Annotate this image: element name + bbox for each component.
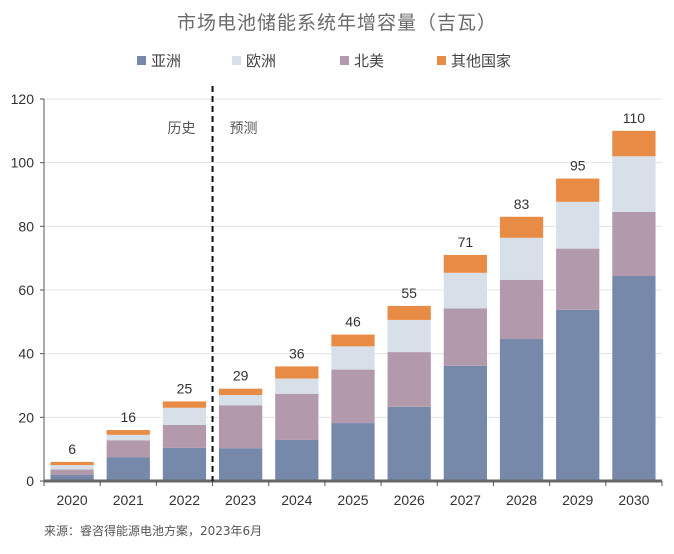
bar-segment-2027-其他国家 [443, 254, 487, 273]
bar-segment-2030-其他国家 [612, 130, 656, 157]
bar-segment-2025-亚洲 [331, 423, 375, 481]
bar-segment-2028-北美 [499, 279, 544, 340]
total-label: 25 [177, 380, 193, 396]
total-label: 46 [345, 314, 361, 330]
bar-segment-2021-北美 [106, 440, 150, 458]
total-label: 6 [68, 441, 76, 457]
bar-segment-2024-亚洲 [275, 439, 319, 481]
legend-label-north-america: 北美 [354, 52, 385, 70]
bar-segment-2025-欧洲 [331, 346, 375, 370]
bar-segment-2022-其他国家 [162, 401, 207, 408]
x-tick-label: 2021 [113, 492, 144, 508]
y-tick-label: 60 [18, 282, 34, 298]
x-tick-label: 2022 [169, 492, 200, 508]
bar-segment-2026-其他国家 [387, 305, 431, 320]
bar-segment-2023-亚洲 [219, 448, 263, 481]
bar-segment-2024-北美 [275, 393, 319, 440]
legend-item-europe: 欧洲 [232, 50, 276, 71]
bar-segment-2023-北美 [219, 405, 263, 449]
legend: 亚洲 欧洲 北美 其他国家 [0, 50, 674, 72]
total-label: 110 [623, 110, 646, 126]
source-note: 来源：睿咨得能源电池方案，2023年6月 [44, 524, 263, 538]
bar-segment-2021-亚洲 [106, 457, 150, 481]
bar-segment-2030-北美 [612, 212, 656, 276]
bar-segment-2021-其他国家 [106, 430, 150, 435]
chart-title: 市场电池储能系统年增容量（吉瓦） [176, 12, 497, 34]
y-tick-label: 120 [11, 91, 35, 107]
bar-segment-2021-欧洲 [106, 434, 150, 441]
y-tick-label: 100 [11, 155, 35, 171]
legend-item-asia: 亚洲 [137, 50, 181, 71]
bar-segment-2024-欧洲 [275, 378, 319, 394]
legend-swatch-asia [137, 56, 146, 65]
total-label: 55 [401, 285, 417, 301]
legend-swatch-europe [232, 56, 241, 65]
legend-swatch-north-america [340, 56, 349, 65]
x-tick-label: 2023 [225, 492, 256, 508]
bar-segment-2025-北美 [331, 369, 375, 424]
bar-segment-2027-亚洲 [443, 365, 487, 481]
bar-segment-2029-北美 [556, 248, 600, 310]
bar-segment-2028-其他国家 [499, 216, 544, 238]
bar-segment-2028-欧洲 [499, 237, 544, 280]
bar-segment-2022-亚洲 [162, 447, 207, 481]
bar-segment-2022-北美 [162, 424, 207, 448]
bar-segment-2026-欧洲 [387, 319, 431, 353]
bar-segment-2020-亚洲 [50, 474, 94, 481]
legend-label-europe: 欧洲 [246, 52, 277, 70]
bar-segment-2029-欧洲 [556, 201, 600, 249]
x-tick-label: 2028 [506, 492, 537, 508]
x-tick-label: 2020 [57, 492, 88, 508]
legend-item-other: 其他国家 [437, 50, 511, 71]
bar-segment-2023-欧洲 [219, 395, 263, 406]
total-label: 83 [514, 196, 530, 212]
bar-segment-2026-亚洲 [387, 406, 431, 481]
bar-segment-2024-其他国家 [275, 366, 319, 379]
bar-segment-2028-亚洲 [499, 339, 544, 481]
history-label: 历史 [168, 121, 196, 137]
bar-segment-2026-北美 [387, 352, 431, 407]
bar-segment-2029-亚洲 [556, 309, 600, 481]
y-tick-label: 40 [18, 346, 34, 362]
x-tick-label: 2026 [394, 492, 425, 508]
legend-swatch-other [437, 56, 446, 65]
bar-segment-2030-亚洲 [612, 275, 656, 481]
x-tick-label: 2027 [450, 492, 481, 508]
x-tick-label: 2030 [618, 492, 649, 508]
x-tick-label: 2025 [337, 492, 368, 508]
bar-segment-2020-欧洲 [50, 465, 94, 470]
forecast-label: 预测 [230, 121, 258, 137]
bar-segment-2027-欧洲 [443, 272, 487, 309]
x-tick-label: 2029 [562, 492, 593, 508]
y-tick-label: 0 [26, 473, 34, 489]
legend-label-other: 其他国家 [451, 52, 512, 70]
total-label: 29 [233, 368, 249, 384]
bar-segment-2027-北美 [443, 308, 487, 366]
y-tick-label: 80 [18, 218, 34, 234]
x-tick-label: 2024 [281, 492, 312, 508]
bar-segment-2030-欧洲 [612, 156, 656, 213]
bar-segment-2029-其他国家 [556, 178, 600, 202]
bar-segment-2020-其他国家 [50, 461, 94, 466]
bar-segment-2025-其他国家 [331, 334, 375, 347]
total-label: 16 [120, 409, 136, 425]
total-label: 95 [570, 158, 586, 174]
bar-segment-2020-北美 [50, 469, 94, 475]
y-tick-label: 20 [18, 409, 34, 425]
bar-segment-2023-其他国家 [219, 388, 263, 396]
legend-item-north-america: 北美 [340, 50, 384, 71]
legend-label-asia: 亚洲 [151, 52, 182, 70]
bar-segment-2022-欧洲 [162, 407, 207, 425]
total-label: 71 [458, 234, 474, 250]
total-label: 36 [289, 345, 305, 361]
